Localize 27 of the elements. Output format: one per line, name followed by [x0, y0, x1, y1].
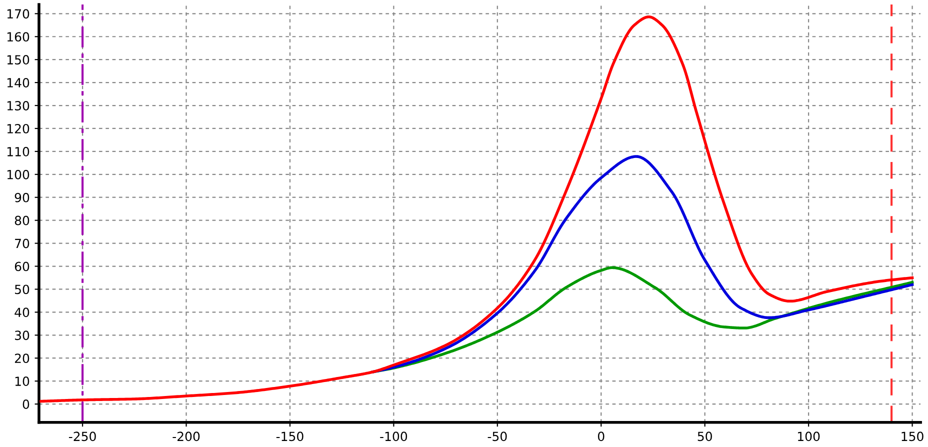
x-tick-label: 50 — [698, 432, 712, 442]
y-tick-label: 10 — [15, 376, 30, 386]
y-tick-label: 120 — [7, 124, 30, 134]
x-tick-label: 150 — [902, 432, 924, 442]
y-tick-label: 110 — [7, 146, 30, 156]
y-tick-label: 150 — [7, 55, 30, 65]
y-tick-label: 0 — [22, 400, 30, 409]
y-tick-label: 50 — [15, 284, 30, 294]
x-tick-label: -50 — [488, 432, 507, 442]
y-tick-label: 160 — [7, 32, 30, 42]
y-tick-label: 60 — [14, 262, 30, 272]
x-tick-label: 0 — [598, 432, 604, 442]
y-tick-label: 100 — [7, 170, 30, 180]
x-tick-label: -100 — [380, 432, 408, 442]
x-tick-label: -250 — [68, 432, 96, 442]
y-tick-label: 30 — [14, 330, 30, 340]
x-tick-label: -150 — [276, 432, 304, 442]
y-tick-label: 20 — [14, 354, 30, 364]
y-tick-label: 40 — [14, 308, 30, 318]
x-tick-label: 100 — [798, 432, 820, 442]
y-tick-label: 90 — [14, 192, 30, 202]
y-tick-label: 80 — [14, 216, 30, 226]
y-tick-label: 130 — [7, 100, 30, 110]
y-tick-label: 170 — [7, 9, 30, 19]
x-tick-label: -200 — [172, 432, 200, 442]
y-tick-label: 70 — [15, 238, 30, 248]
y-tick-label: 140 — [7, 78, 30, 88]
